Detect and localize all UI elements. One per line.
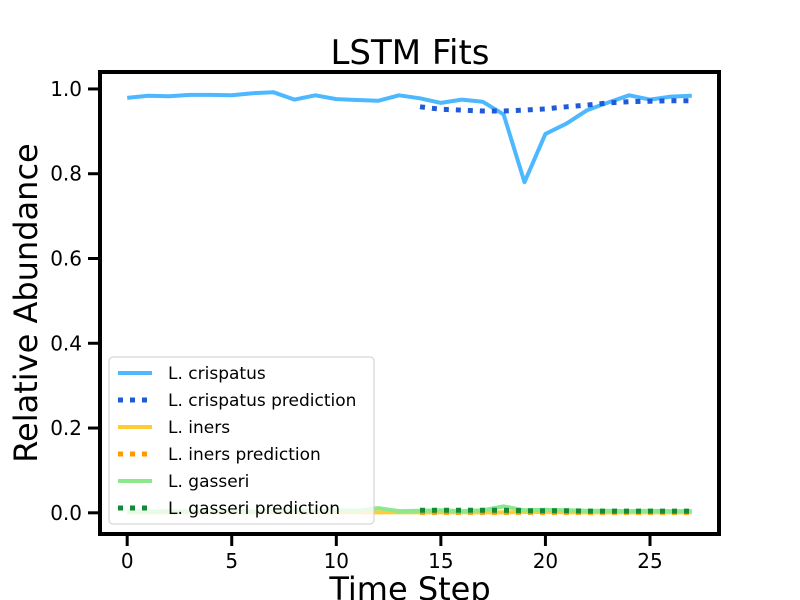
legend-label-l-gasseri-prediction: L. gasseri prediction: [168, 499, 340, 519]
legend-box: [108, 356, 375, 525]
series-line-l-crispatus-prediction: [419, 98, 692, 114]
x-tick-label: 15: [428, 549, 453, 573]
legend-label-l-crispatus-prediction: L. crispatus prediction: [168, 391, 356, 411]
series-line-l-crispatus: [126, 90, 692, 185]
legend-label-l-iners: L. iners: [168, 418, 230, 438]
y-tick-label: 1.0: [50, 77, 82, 101]
x-tick-label: 25: [637, 549, 662, 573]
y-tick-label: 0.2: [50, 416, 82, 440]
y-tick-label: 0.4: [50, 331, 82, 355]
legend-label-l-crispatus: L. crispatus: [168, 364, 266, 384]
series-lines: [126, 90, 692, 515]
x-tick-label: 20: [533, 549, 558, 573]
y-tick-label: 0.6: [50, 246, 82, 270]
axis-ticks: 0 5 10 15 20 25 0.0 0.2 0.4 0.6 0.8 1.0: [50, 77, 663, 573]
x-tick-label: 5: [225, 549, 238, 573]
legend-label-l-iners-prediction: L. iners prediction: [168, 445, 321, 465]
plot-frame: [98, 70, 721, 536]
x-tick-label: 10: [324, 549, 349, 573]
y-tick-label: 0.8: [50, 162, 82, 186]
legend-label-l-gasseri: L. gasseri: [168, 472, 249, 492]
x-tick-label: 0: [121, 549, 134, 573]
series-line-l-gasseri-prediction: [420, 507, 692, 514]
y-axis-label: Relative Abundance: [7, 143, 45, 462]
x-axis-label: Time Step: [328, 570, 490, 600]
y-tick-label: 0.0: [50, 501, 82, 525]
chart-title: LSTM Fits: [330, 33, 489, 73]
legend-items: L. crispatus L. crispatus prediction L. in…: [118, 364, 356, 519]
legend: L. crispatus L. crispatus prediction L. in…: [108, 356, 375, 525]
